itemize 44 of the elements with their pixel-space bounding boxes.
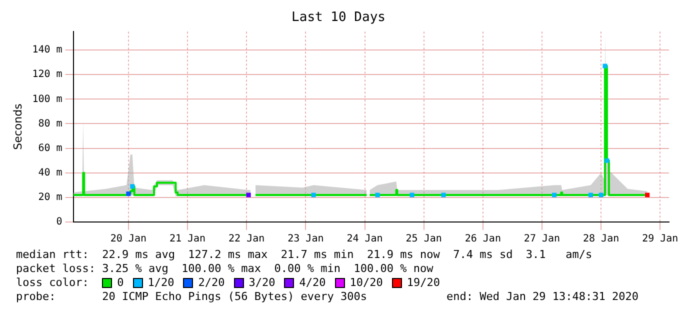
- point: [552, 192, 557, 198]
- text: probe: 20 ICMP Echo Pings (56 Bytes) every 300s end: Wed Jan 29 13:48:31 2020: [15, 290, 640, 304]
- y-tick-label: 100 m: [32, 94, 62, 105]
- y-axis-title: Seconds: [11, 103, 24, 150]
- y-tick-label: 140 m: [32, 44, 62, 56]
- y-tick-label: 120 m: [32, 69, 62, 80]
- text: packet loss: 3.25 % avg 100.00 % max 0.00 % min 100.00 % now: [15, 262, 434, 276]
- x-tick-label: 26 Jan: [464, 234, 501, 245]
- x-tick-label: 22 Jan: [228, 234, 265, 245]
- legend-label: 4/20: [299, 276, 326, 290]
- x-tick-label: 24 Jan: [346, 234, 383, 245]
- y-tick-label: 20 m: [38, 192, 62, 204]
- legend-title: loss color:: [16, 276, 90, 290]
- y-tick-label: 0: [56, 216, 62, 228]
- y-tick-label: 60 m: [38, 142, 62, 154]
- point: [588, 192, 593, 198]
- text: median rtt: 22.9 ms avg 127.2 ms max 21.7 ms min 21.9 ms now 7.4 ms sd 3.1 am/s: [15, 248, 594, 262]
- legend-label: 19/20: [406, 276, 440, 290]
- x-tick-label: 27 Jan: [524, 234, 560, 245]
- point: [410, 192, 414, 198]
- x-tick-label: 25 Jan: [406, 234, 442, 245]
- point: [375, 192, 380, 198]
- point: [126, 191, 131, 196]
- point: [645, 192, 650, 198]
- legend-label: 1/20: [148, 276, 174, 290]
- x-tick-label: 29 Jan: [642, 234, 678, 245]
- point: [604, 158, 610, 163]
- legend-label: 0: [117, 276, 124, 290]
- point: [598, 192, 604, 198]
- legend-label: 10/20: [350, 276, 383, 290]
- point: [602, 64, 608, 68]
- point: [311, 192, 316, 198]
- point: [441, 192, 446, 198]
- chart-title: Last 10 Days: [292, 10, 386, 26]
- x-tick-label: 28 Jan: [583, 234, 620, 245]
- legend-label: 2/20: [198, 276, 225, 290]
- legend-label: 3/20: [248, 276, 276, 290]
- x-tick-label: 23 Jan: [288, 234, 324, 245]
- point: [246, 192, 251, 198]
- point: [130, 184, 135, 189]
- x-tick-label: 20 Jan: [110, 234, 147, 245]
- x-tick-label: 21 Jan: [169, 234, 206, 245]
- y-tick-label: 40 m: [38, 167, 62, 178]
- y-tick-label: 80 m: [38, 118, 62, 130]
